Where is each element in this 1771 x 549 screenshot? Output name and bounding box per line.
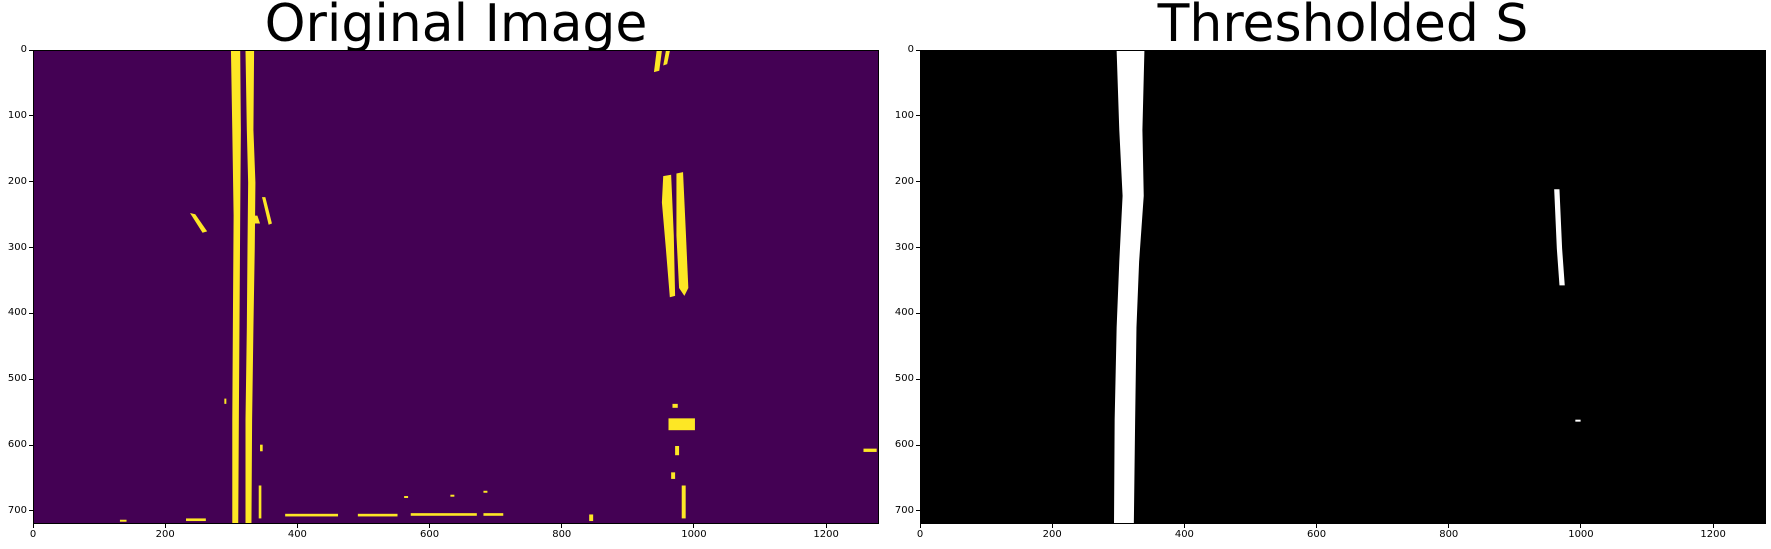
left-xtick-label: 800	[552, 529, 572, 540]
right-xtick-label: 600	[1307, 529, 1327, 540]
right-xtick-label: 800	[1439, 529, 1459, 540]
right-top-dash-1	[653, 51, 662, 73]
right-dash-2	[676, 172, 689, 296]
left-ytick-label: 200	[7, 175, 27, 187]
left-ytick-mark	[29, 312, 33, 314]
right-ytick-mark	[916, 49, 920, 51]
right-ytick-label: 400	[894, 307, 914, 319]
right-xtick-label: 1000	[1568, 529, 1594, 540]
right-xtick-mark	[1580, 524, 1582, 528]
right-ytick-mark	[916, 510, 920, 512]
right-ytick-mark	[916, 115, 920, 117]
right-image-plot	[1114, 51, 1581, 523]
speckle	[863, 448, 877, 452]
right-xtick-mark	[1183, 524, 1185, 528]
left-dash-2	[262, 197, 272, 225]
left-ytick-label: 0	[20, 44, 27, 55]
right-lane-pixels	[1114, 51, 1581, 523]
left-image-plot	[119, 51, 877, 523]
left-ytick-mark	[29, 378, 33, 380]
left-panel-title: Original Image	[264, 0, 648, 54]
speckle	[450, 494, 455, 497]
left-lane-line-a	[230, 51, 241, 523]
speckle	[672, 403, 678, 408]
left-ytick-label: 700	[7, 504, 27, 516]
left-xtick-label: 1200	[813, 529, 839, 540]
left-ytick-label: 100	[7, 109, 27, 121]
speckle	[258, 485, 262, 519]
left-ytick-label: 600	[7, 439, 27, 450]
left-ytick-mark	[29, 510, 33, 512]
right-dash-1	[661, 174, 676, 298]
left-xtick-mark	[32, 524, 34, 528]
left-lane-pixels	[119, 51, 877, 523]
left-ytick-mark	[29, 115, 33, 117]
right-panel-title: Thresholded S	[1157, 0, 1529, 54]
left-xtick-label: 1000	[681, 529, 707, 540]
right-speck	[1575, 419, 1581, 422]
speckle	[589, 514, 594, 522]
right-xtick-mark	[1051, 524, 1053, 528]
right-ytick-mark	[916, 247, 920, 248]
speckle	[186, 518, 206, 522]
left-lane-thresholded	[1114, 51, 1145, 523]
right-image-axes	[920, 50, 1766, 524]
speckle	[681, 485, 686, 519]
speckle	[260, 444, 263, 452]
left-xtick-label: 400	[287, 529, 307, 540]
left-xtick-mark	[296, 524, 298, 528]
left-xtick-label: 600	[420, 529, 440, 540]
right-ytick-mark	[916, 378, 920, 380]
left-dash-1	[189, 212, 208, 233]
right-xtick-label: 1200	[1700, 529, 1726, 540]
right-xtick-label: 400	[1174, 529, 1194, 540]
right-ytick-label: 700	[894, 504, 914, 516]
right-ytick-label: 300	[894, 241, 914, 253]
left-xtick-mark	[825, 524, 827, 528]
left-xtick-mark	[693, 524, 695, 528]
speckle	[404, 496, 409, 499]
right-ytick-label: 200	[894, 175, 914, 187]
left-ytick-label: 400	[7, 307, 27, 319]
left-ytick-mark	[29, 181, 33, 183]
right-lane-thresholded	[1554, 189, 1565, 286]
right-ytick-mark	[916, 181, 920, 183]
left-ytick-mark	[29, 444, 33, 446]
right-xtick-mark	[1448, 524, 1450, 528]
right-xtick-mark	[1316, 524, 1318, 528]
left-xtick-mark	[164, 524, 166, 528]
speckle	[357, 513, 398, 517]
right-xtick-mark	[1712, 524, 1714, 528]
right-xtick-mark	[919, 524, 921, 528]
speckle	[483, 513, 504, 516]
left-xtick-label: 0	[29, 529, 37, 540]
left-dash-3	[252, 215, 261, 224]
speckle	[119, 519, 127, 522]
speckle	[224, 398, 227, 404]
speckle	[671, 472, 676, 479]
left-ytick-label: 500	[7, 373, 27, 385]
right-ytick-label: 500	[894, 373, 914, 385]
right-ytick-mark	[916, 312, 920, 314]
left-ytick-label: 300	[7, 241, 27, 253]
speckle	[675, 446, 680, 456]
left-image-axes	[33, 50, 879, 524]
speckle	[668, 418, 695, 431]
right-ytick-label: 100	[894, 109, 914, 121]
left-ytick-mark	[29, 49, 33, 51]
left-xtick-mark	[429, 524, 431, 528]
right-ytick-label: 0	[907, 44, 914, 55]
left-ytick-mark	[29, 247, 33, 248]
right-xtick-label: 200	[1042, 529, 1062, 540]
speckle	[483, 490, 488, 493]
left-xtick-label: 200	[155, 529, 175, 540]
speckle	[285, 513, 339, 517]
left-xtick-mark	[561, 524, 563, 528]
left-lane-line-b	[245, 51, 256, 523]
right-ytick-mark	[916, 444, 920, 446]
right-top-dash-2	[663, 51, 670, 66]
speckle	[410, 513, 477, 516]
right-ytick-label: 600	[894, 439, 914, 450]
right-xtick-label: 0	[916, 529, 924, 540]
